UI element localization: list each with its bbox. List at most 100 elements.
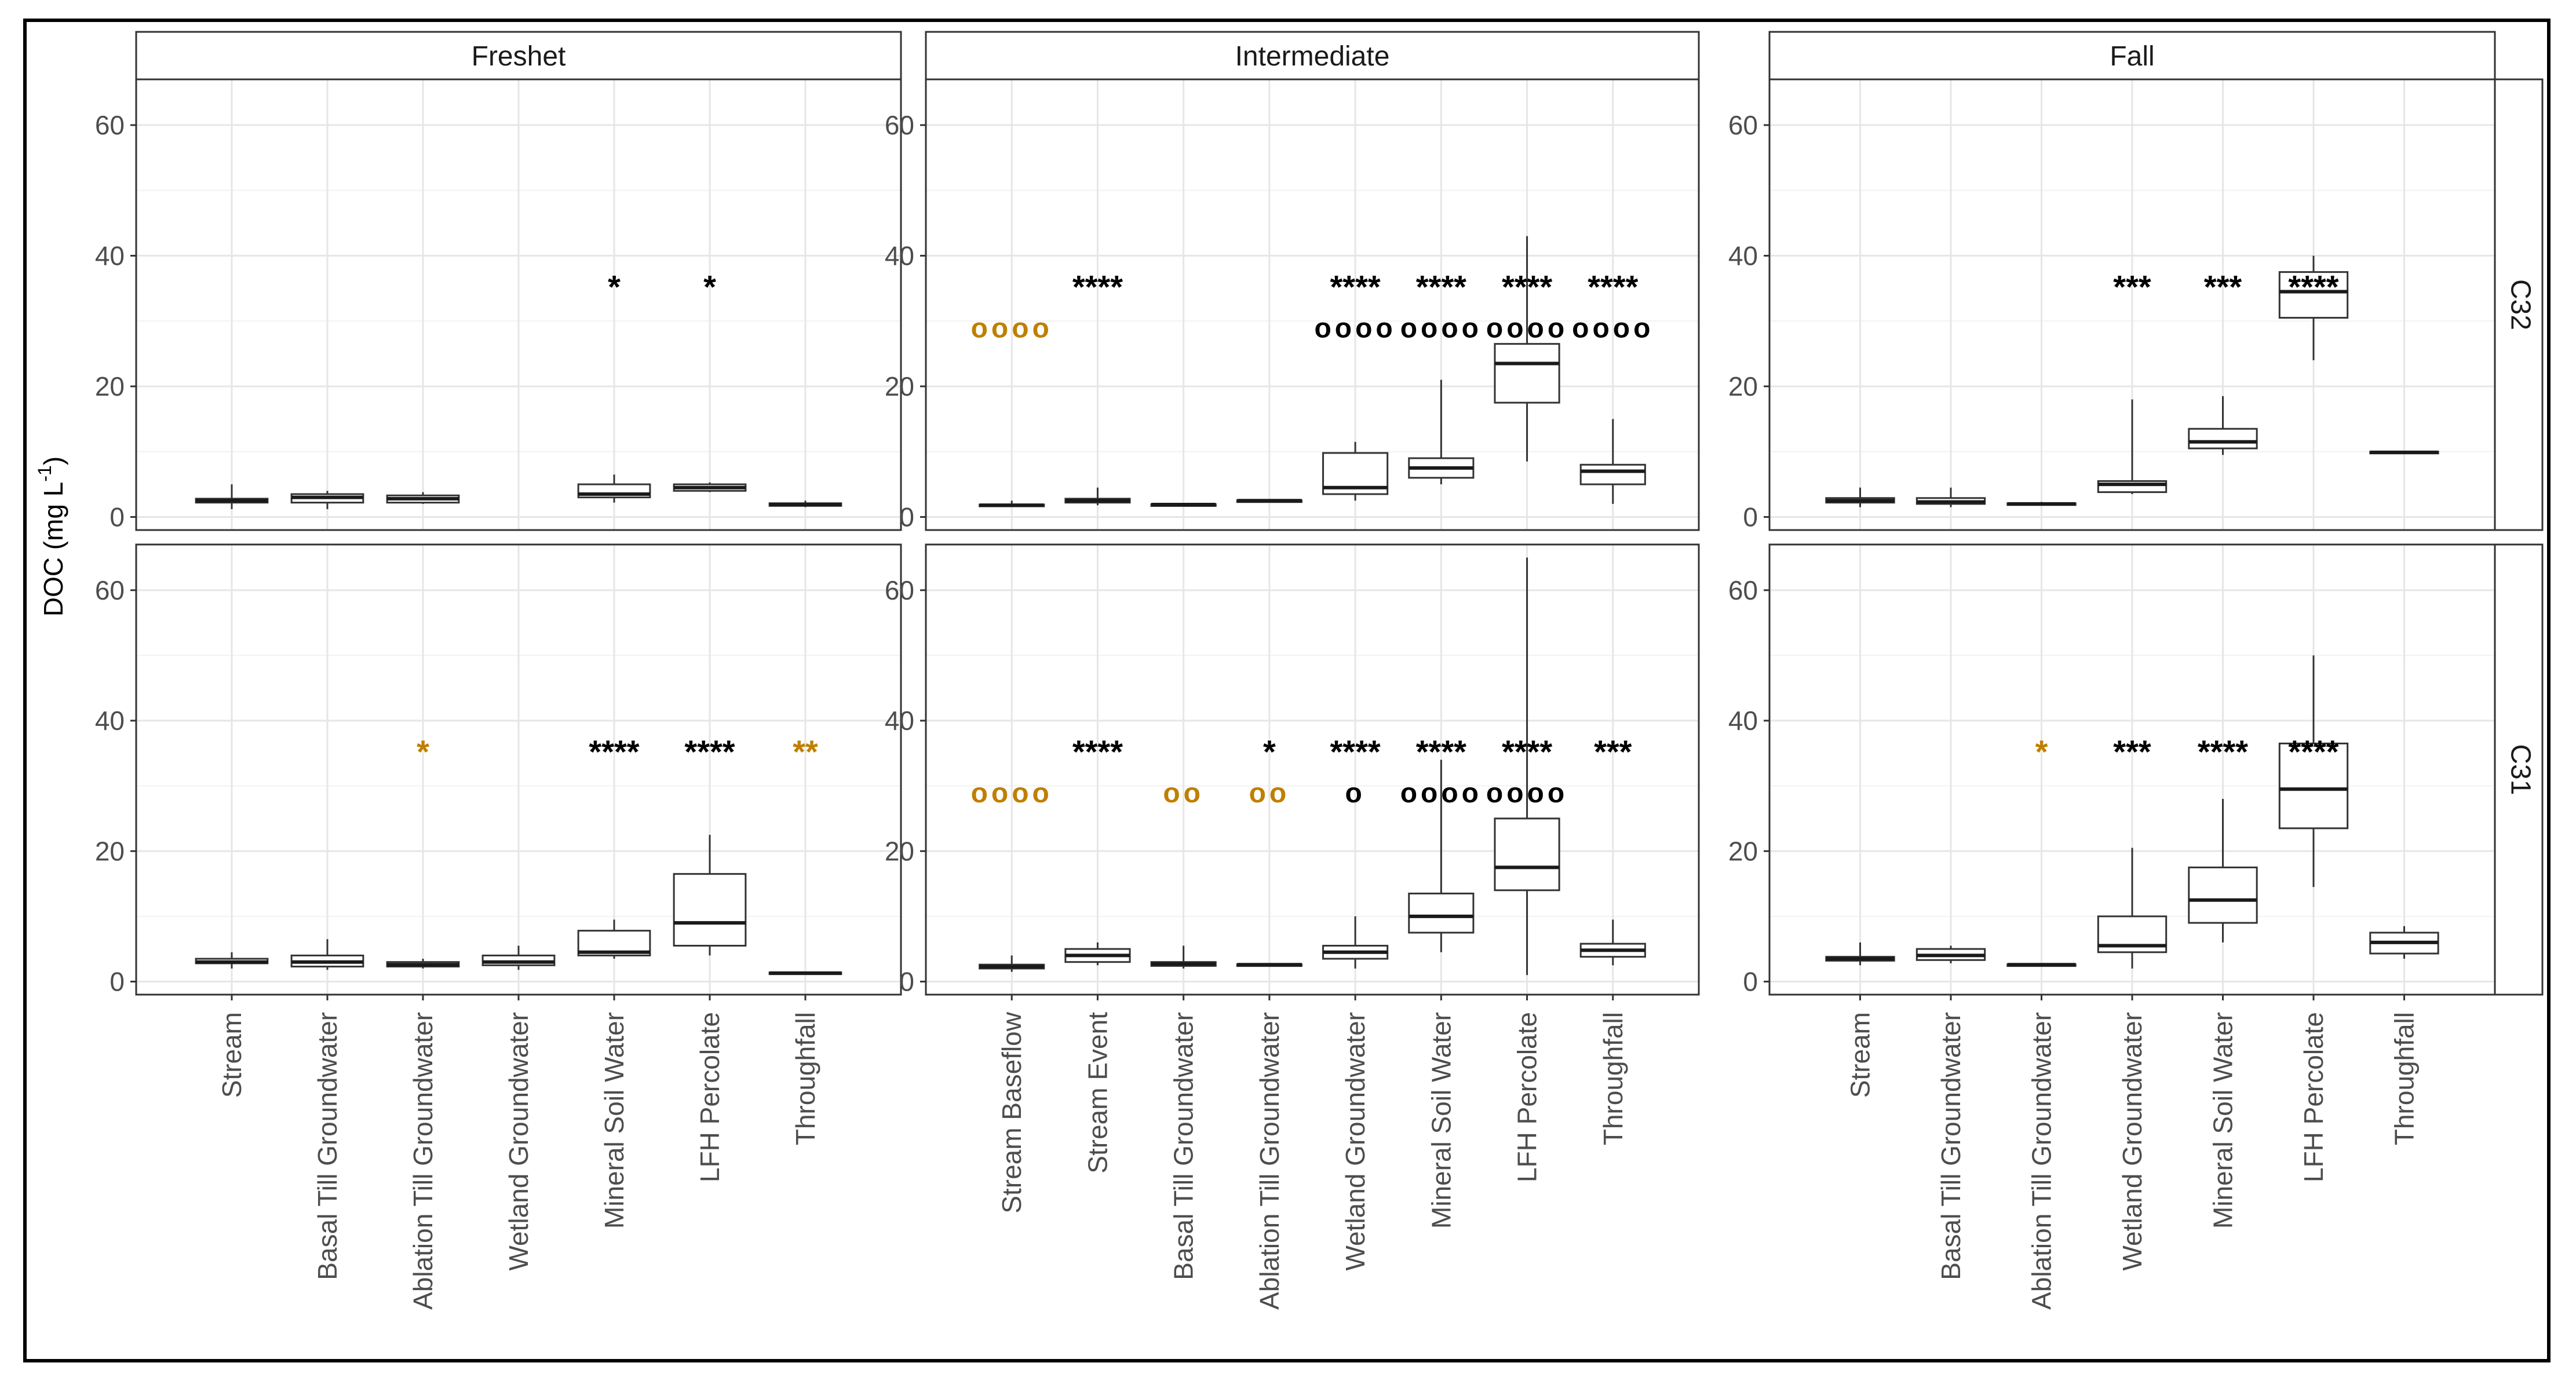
panel-C31-Intermediate: 0 20 40 60 — [885, 543, 1700, 996]
box-Basal Till Groundwater — [1150, 503, 1217, 507]
box-Stream — [195, 484, 269, 509]
x-category-label: LFH Percolate — [2298, 1012, 2329, 1182]
significance-circles: oooo — [1486, 313, 1568, 344]
box-Wetland Groundwater — [2097, 399, 2168, 494]
box-Mineral Soil Water — [1408, 759, 1475, 952]
facet-label: C31 — [2505, 744, 2535, 795]
y-tick-label: 20 — [95, 836, 125, 866]
significance-stars: **** — [1588, 269, 1638, 305]
panel-background — [926, 79, 1699, 530]
significance-stars: **** — [589, 733, 639, 770]
box-Wetland Groundwater — [481, 945, 556, 970]
significance-stars: *** — [2113, 733, 2151, 770]
box-Wetland Groundwater — [2097, 847, 2168, 969]
box-iqr — [2278, 271, 2349, 319]
x-category-label: LFH Percolate — [695, 1012, 725, 1182]
box-Stream — [1825, 942, 1895, 966]
x-category-label: Throughfall — [2389, 1012, 2420, 1145]
box-Mineral Soil Water — [577, 474, 651, 503]
panel-background — [926, 545, 1699, 995]
significance-stars: **** — [1416, 269, 1466, 305]
significance-circles: oooo — [1400, 313, 1482, 344]
x-category-label: Stream Event — [1082, 1012, 1112, 1174]
y-axis-title-main: DOC (mg L — [38, 482, 68, 617]
box-LFH Percolate — [1494, 236, 1560, 462]
box-Basal Till Groundwater — [290, 939, 364, 970]
box-iqr — [2278, 742, 2349, 830]
facet-strip-Fall — [1768, 31, 2496, 81]
x-category-label: Wetland Groundwater — [1340, 1012, 1370, 1271]
panel-C32-Freshet: 0 20 40 60 — [95, 78, 902, 532]
significance-stars: * — [703, 269, 716, 305]
box-Basal Till Groundwater — [1915, 487, 1986, 507]
panel-C31-Freshet: 0 20 40 60 — [95, 543, 902, 996]
box-Ablation Till Groundwater — [2006, 963, 2077, 967]
y-axis-title: DOC (mg L-1) — [34, 456, 68, 616]
significance-stars: *** — [1594, 733, 1632, 770]
box-Basal Till Groundwater — [290, 491, 364, 509]
significance-stars: ** — [793, 733, 818, 770]
x-category-label: LFH Percolate — [1512, 1012, 1542, 1182]
box-LFH Percolate — [673, 482, 747, 492]
x-category-label: Ablation Till Groundwater — [1254, 1012, 1285, 1310]
significance-stars: **** — [1502, 269, 1552, 305]
box-iqr — [1494, 343, 1560, 404]
x-category-label: Ablation Till Groundwater — [408, 1012, 438, 1310]
box-iqr — [2188, 428, 2258, 450]
box-Mineral Soil Water — [2188, 799, 2258, 942]
panel-border — [925, 543, 1700, 996]
y-tick-label: 40 — [95, 240, 125, 271]
box-LFH Percolate — [1494, 557, 1560, 976]
x-category-label: Mineral Soil Water — [599, 1012, 629, 1229]
box-Wetland Groundwater — [1322, 441, 1389, 501]
y-tick-label: 0 — [899, 502, 914, 532]
y-tick-label: 40 — [1728, 706, 1758, 736]
facet-strip-C31 — [2494, 543, 2544, 996]
significance-stars: **** — [1072, 733, 1123, 770]
significance-stars: * — [608, 269, 621, 305]
significance-stars: * — [1263, 733, 1276, 770]
box-Throughfall — [1579, 919, 1646, 966]
x-category-label: Stream — [1845, 1012, 1876, 1098]
y-tick-label: 0 — [110, 966, 125, 996]
figure-frame — [23, 19, 2551, 1362]
panel-C32-Intermediate: 0 20 40 60 — [885, 78, 1700, 532]
facet-strip-Freshet — [135, 31, 902, 81]
facet-strip-C32 — [2494, 78, 2544, 531]
significance-stars: *** — [2204, 269, 2242, 305]
significance-circles: oooo — [1486, 778, 1568, 809]
box-Ablation Till Groundwater — [386, 959, 460, 969]
box-Stream Event — [1064, 942, 1131, 966]
box-Throughfall — [2369, 926, 2439, 959]
box-Ablation Till Groundwater — [1236, 499, 1302, 503]
box-Throughfall — [2369, 450, 2439, 455]
box-iqr — [1579, 463, 1646, 485]
significance-stars: **** — [1072, 269, 1123, 305]
y-tick-label: 60 — [95, 110, 125, 140]
x-category-label: Basal Till Groundwater — [312, 1012, 342, 1280]
panel-C32-Fall: 0 20 40 60 — [1728, 78, 2496, 532]
x-category-label: Wetland Groundwater — [2117, 1012, 2147, 1271]
significance-stars: **** — [1330, 269, 1381, 305]
x-category-label: Basal Till Groundwater — [1169, 1012, 1199, 1280]
significance-circles: oooo — [1314, 313, 1396, 344]
x-category-label: Throughfall — [1598, 1012, 1628, 1145]
significance-stars: **** — [684, 733, 735, 770]
significance-circles: oooo — [971, 313, 1053, 344]
box-iqr — [2188, 866, 2258, 924]
box-iqr — [673, 873, 747, 947]
y-tick-label: 60 — [95, 575, 125, 605]
y-axis-title-superscript: -1 — [34, 465, 55, 481]
significance-circles: oo — [1249, 778, 1290, 809]
significance-circles: oooo — [1572, 313, 1654, 344]
y-tick-label: 20 — [885, 371, 914, 401]
significance-circles: oooo — [971, 778, 1053, 809]
box-Stream — [195, 952, 269, 969]
y-tick-label: 40 — [95, 706, 125, 736]
box-Mineral Soil Water — [2188, 396, 2258, 455]
box-Throughfall — [768, 500, 842, 507]
y-tick-label: 20 — [95, 371, 125, 401]
significance-stars: **** — [1416, 733, 1466, 770]
facet-label: C32 — [2505, 279, 2535, 330]
